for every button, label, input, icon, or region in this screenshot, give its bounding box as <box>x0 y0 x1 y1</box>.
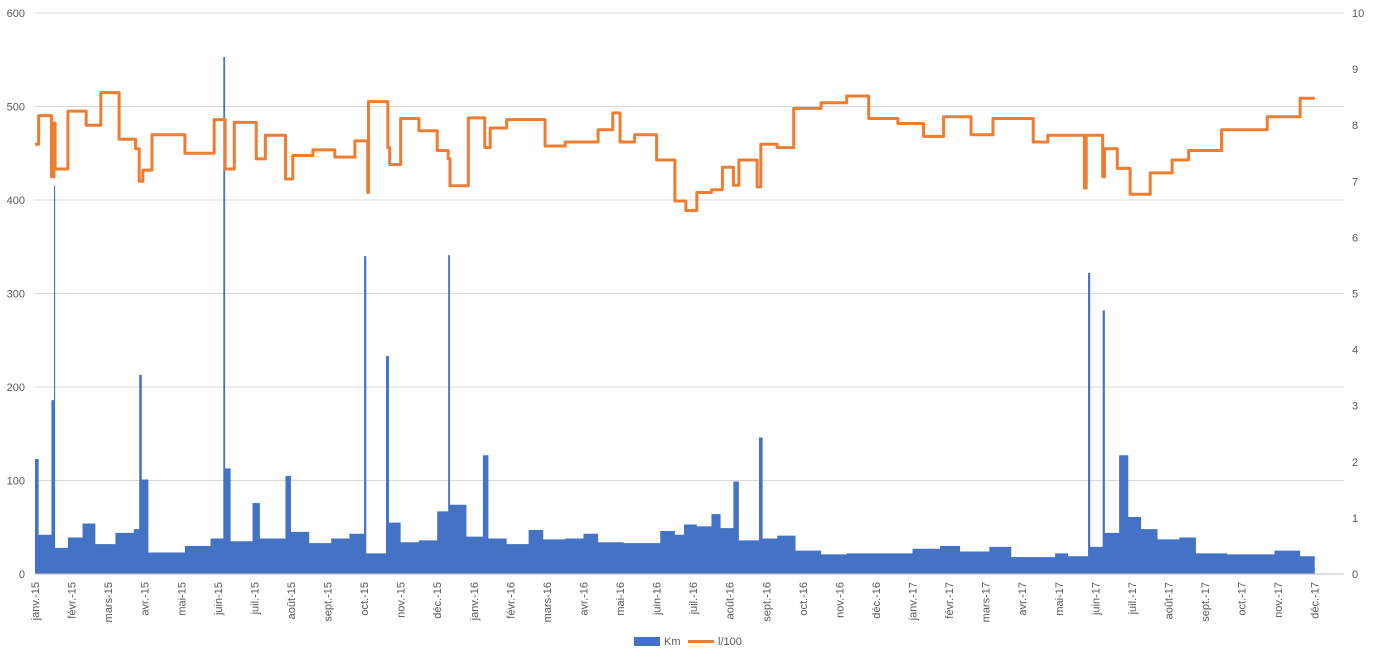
y-right-tick-label: 4 <box>1352 345 1358 357</box>
x-tick-label: déc.-15 <box>432 582 444 619</box>
l100-line-series <box>35 91 1315 212</box>
x-tick-label: oct.-16 <box>798 582 810 616</box>
x-tick-label: févr.-16 <box>505 582 517 619</box>
km-area <box>35 56 1315 574</box>
l100-line <box>35 91 1315 212</box>
x-tick-label: août-17 <box>1163 582 1175 619</box>
y-right-tick-label: 5 <box>1352 289 1358 301</box>
x-tick-label: oct.-15 <box>359 582 371 616</box>
x-tick-label: sept.-16 <box>761 582 773 622</box>
x-tick-label: févr.-17 <box>944 582 956 619</box>
legend-km-swatch <box>634 637 660 646</box>
x-tick-label: juin-15 <box>213 582 225 616</box>
y-right-tick-label: 9 <box>1352 64 1358 76</box>
x-tick-label: mai-16 <box>615 582 627 616</box>
y-left-tick-label: 500 <box>7 102 25 114</box>
y-left-tick-label: 200 <box>7 382 25 394</box>
x-tick-label: avr.-17 <box>1017 582 1029 616</box>
x-tick-label: juin-17 <box>1090 582 1102 616</box>
x-tick-label: mars-15 <box>103 582 115 622</box>
x-tick-label: août-16 <box>725 582 737 619</box>
x-tick-label: juil.-15 <box>249 582 261 615</box>
y-right-tick-label: 8 <box>1352 120 1358 132</box>
legend-l100-label: l/100 <box>718 636 742 648</box>
x-tick-label: janv.-15 <box>30 582 42 621</box>
left-axis-ticks: 0 100 200 300 400 500 600 <box>7 8 25 581</box>
x-tick-label: nov.-17 <box>1273 582 1285 618</box>
x-tick-label: mai-17 <box>1054 582 1066 616</box>
y-right-tick-label: 1 <box>1352 513 1358 525</box>
x-tick-label: avr.-16 <box>578 582 590 616</box>
x-tick-label: nov.-15 <box>396 582 408 618</box>
km-area-series <box>35 56 1315 574</box>
y-right-tick-label: 2 <box>1352 457 1358 469</box>
y-left-tick-label: 300 <box>7 289 25 301</box>
x-tick-label: mars-16 <box>542 582 554 622</box>
y-right-tick-label: 7 <box>1352 176 1358 188</box>
x-tick-label: mars-17 <box>981 582 993 622</box>
x-tick-label: mai-15 <box>176 582 188 616</box>
x-tick-label: nov.-16 <box>834 582 846 618</box>
x-tick-label: sept.-15 <box>323 582 335 622</box>
x-axis-ticks: janv.-15 févr.-15 mars-15 avr.-15 mai-15 juin… <box>30 582 1322 622</box>
x-tick-label: juil.-16 <box>688 582 700 615</box>
x-tick-label: juil.-17 <box>1127 582 1139 615</box>
x-tick-label: oct.-17 <box>1237 582 1249 616</box>
x-tick-label: déc.-17 <box>1310 582 1322 619</box>
y-left-tick-label: 400 <box>7 195 25 207</box>
y-right-tick-label: 10 <box>1352 8 1364 20</box>
x-tick-label: janv.-16 <box>469 582 481 621</box>
y-right-tick-label: 6 <box>1352 232 1358 244</box>
x-tick-label: avr.-15 <box>140 582 152 616</box>
x-tick-label: déc.-16 <box>871 582 883 619</box>
y-left-tick-label: 0 <box>19 569 25 581</box>
x-tick-label: sept.-17 <box>1200 582 1212 622</box>
y-left-tick-label: 600 <box>7 8 25 20</box>
x-tick-label: janv.-17 <box>908 582 920 621</box>
x-tick-label: févr.-15 <box>67 582 79 619</box>
right-axis-ticks: 0 1 2 3 4 5 6 7 8 9 10 <box>1352 8 1364 581</box>
y-left-tick-label: 100 <box>7 476 25 488</box>
x-tick-label: août-15 <box>286 582 298 619</box>
gridlines <box>35 12 1344 481</box>
x-tick-label: juin-16 <box>652 582 664 616</box>
y-right-tick-label: 3 <box>1352 401 1358 413</box>
legend: Km l/100 <box>634 636 742 648</box>
legend-km-label: Km <box>664 636 681 648</box>
y-right-tick-label: 0 <box>1352 569 1358 581</box>
